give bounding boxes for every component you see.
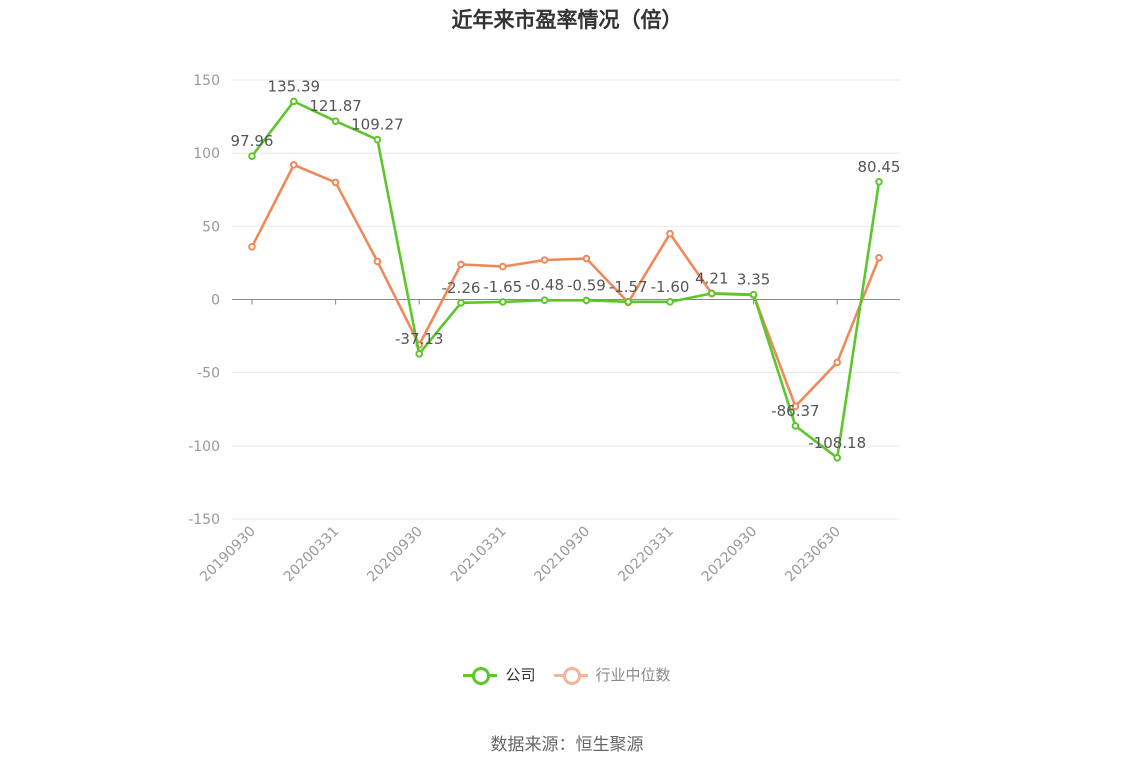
x-tick-label: 20220331 (615, 524, 677, 586)
data-label-company: -37.13 (395, 330, 443, 348)
y-tick-label: -150 (188, 512, 220, 528)
y-tick-label: 0 (211, 293, 220, 309)
data-label-company: 109.27 (351, 116, 404, 134)
legend-item-industry[interactable]: 行业中位数 (553, 664, 671, 685)
data-label-company: -86.37 (771, 402, 819, 420)
data-point-industry (499, 262, 507, 271)
y-tick-label: 50 (202, 219, 220, 235)
grid-layer (232, 79, 900, 520)
data-label-company: -1.65 (483, 278, 522, 296)
y-tick-label: 100 (193, 146, 220, 162)
series-line-company (250, 100, 881, 460)
x-tick-label: 20190930 (197, 524, 259, 586)
data-point-company (708, 289, 716, 298)
data-point-company (582, 296, 591, 305)
data-point-company (833, 454, 842, 462)
legend-item-company[interactable]: 公司 (463, 664, 536, 685)
x-tick-label: 20200930 (364, 524, 426, 586)
legend-company-marker-icon (463, 665, 498, 685)
data-point-company (624, 297, 633, 306)
chart-title: 近年来市盈率情况（倍） (451, 8, 683, 32)
data-point-industry (582, 254, 591, 263)
data-label-company: 97.96 (231, 132, 274, 150)
data-point-industry (290, 161, 298, 169)
x-tick-label: 20200331 (281, 524, 343, 586)
x-tick-label: 20210331 (448, 524, 510, 586)
data-point-industry (833, 358, 842, 367)
series-layer (248, 97, 883, 462)
legend-label-industry: 行业中位数 (595, 666, 671, 684)
data-point-company (540, 296, 549, 305)
data-point-industry (373, 257, 382, 266)
data-label-company: -2.26 (442, 279, 481, 297)
data-point-company (499, 298, 507, 306)
legend-industry-marker-icon (553, 665, 588, 685)
x-tick-label: 20220930 (699, 524, 761, 586)
data-label-company: -1.57 (609, 278, 648, 296)
legend-label-company: 公司 (505, 666, 536, 684)
data-point-company (331, 117, 340, 125)
data-label-company: 3.35 (737, 271, 770, 289)
data-label-company: -1.60 (651, 278, 690, 296)
y-tick-label: 150 (193, 73, 220, 89)
data-point-industry (875, 253, 883, 262)
data-label-company: -108.18 (808, 434, 866, 452)
data-point-industry (791, 402, 800, 411)
data-point-company (290, 97, 298, 106)
data-point-company (749, 290, 758, 299)
data-point-company (457, 299, 465, 307)
y-tick-label: -50 (197, 366, 220, 382)
data-label-company: 121.87 (309, 97, 362, 115)
data-point-company (373, 135, 382, 144)
data-point-company (248, 152, 256, 160)
data-point-industry (666, 229, 674, 238)
data-label-company: 80.45 (858, 158, 901, 176)
data-point-company (415, 350, 424, 358)
data-label-company: 135.39 (268, 77, 321, 95)
data-point-industry (331, 178, 340, 187)
data-point-industry (457, 260, 465, 269)
data-point-industry (248, 243, 256, 251)
data-point-company (666, 298, 674, 306)
x-tick-label: 20210930 (532, 524, 594, 586)
series-line-industry (250, 163, 881, 408)
data-label-company: 4.21 (695, 269, 728, 287)
data-point-company (875, 177, 883, 186)
legend: 公司 行业中位数 (0, 664, 1134, 685)
data-source-note: 数据来源：恒生聚源 (490, 735, 644, 755)
x-tick-label: 20230630 (782, 524, 844, 586)
data-point-industry (540, 256, 549, 264)
data-label-company: -0.48 (525, 276, 564, 294)
data-point-company (791, 422, 800, 430)
y-tick-label: -100 (188, 439, 220, 455)
data-label-company: -0.59 (567, 276, 606, 294)
